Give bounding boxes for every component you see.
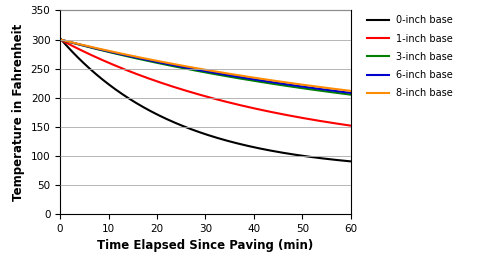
0-inch base: [195, 130, 201, 133]
Y-axis label: Temperature in Fahrenheit: Temperature in Fahrenheit: [12, 23, 25, 201]
3-inch base: [348, 93, 354, 96]
3-inch base: [295, 86, 301, 89]
Legend: 0-inch base, 1-inch base, 3-inch base, 6-inch base, 8-inch base: 0-inch base, 1-inch base, 3-inch base, 6…: [367, 15, 453, 98]
6-inch base: [214, 72, 220, 75]
8-inch base: [197, 67, 203, 70]
X-axis label: Time Elapsed Since Paving (min): Time Elapsed Since Paving (min): [97, 239, 314, 252]
8-inch base: [57, 38, 63, 41]
6-inch base: [230, 74, 236, 78]
3-inch base: [230, 76, 236, 79]
3-inch base: [197, 70, 203, 73]
0-inch base: [295, 154, 301, 157]
1-inch base: [341, 123, 347, 126]
Line: 3-inch base: 3-inch base: [60, 39, 351, 95]
0-inch base: [348, 160, 354, 163]
1-inch base: [230, 102, 236, 105]
1-inch base: [197, 93, 203, 96]
0-inch base: [57, 37, 63, 40]
6-inch base: [341, 91, 347, 94]
0-inch base: [230, 141, 236, 144]
1-inch base: [195, 93, 201, 96]
Line: 8-inch base: 8-inch base: [60, 39, 351, 91]
Line: 1-inch base: 1-inch base: [60, 39, 351, 126]
1-inch base: [295, 116, 301, 119]
8-inch base: [195, 67, 201, 70]
6-inch base: [295, 84, 301, 87]
1-inch base: [348, 124, 354, 127]
1-inch base: [57, 38, 63, 41]
0-inch base: [214, 136, 220, 139]
0-inch base: [197, 131, 203, 134]
Line: 0-inch base: 0-inch base: [60, 38, 351, 161]
8-inch base: [348, 89, 354, 92]
6-inch base: [197, 69, 203, 72]
3-inch base: [57, 38, 63, 41]
Line: 6-inch base: 6-inch base: [60, 39, 351, 93]
3-inch base: [195, 69, 201, 73]
6-inch base: [195, 68, 201, 72]
6-inch base: [57, 38, 63, 41]
8-inch base: [341, 88, 347, 92]
3-inch base: [341, 92, 347, 95]
1-inch base: [214, 98, 220, 101]
8-inch base: [230, 73, 236, 76]
8-inch base: [214, 70, 220, 73]
8-inch base: [295, 82, 301, 86]
3-inch base: [214, 73, 220, 76]
6-inch base: [348, 91, 354, 94]
0-inch base: [341, 159, 347, 162]
